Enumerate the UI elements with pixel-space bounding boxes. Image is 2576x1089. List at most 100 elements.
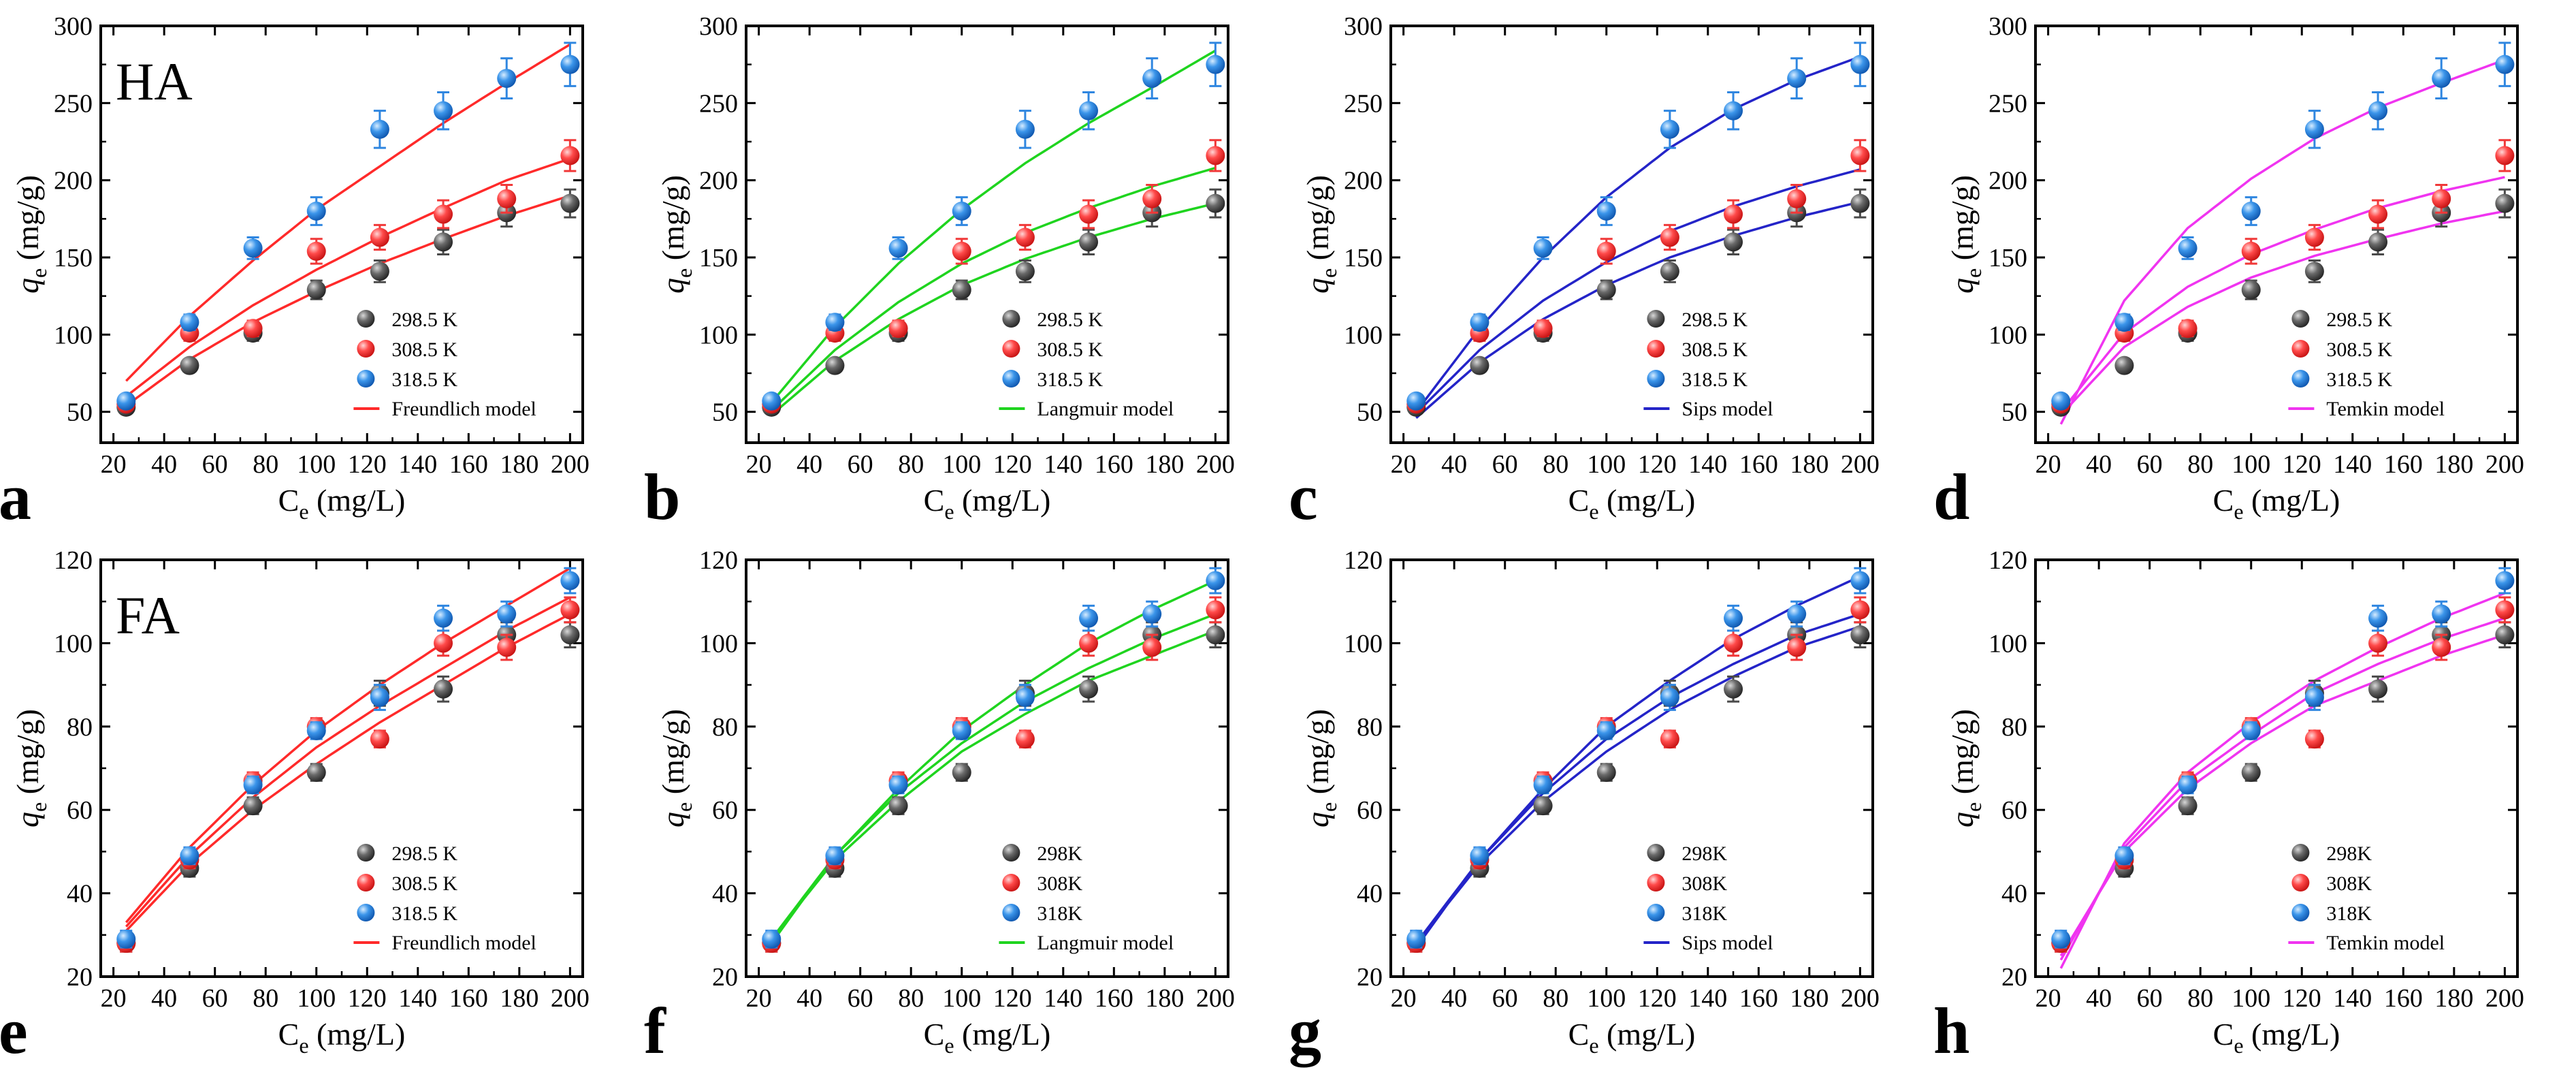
y-tick-label: 200 [1344,167,1383,195]
marker-308 [560,146,580,165]
y-tick-label: 40 [1357,880,1383,909]
y-tick-label: 100 [1344,321,1383,349]
x-tick-label: 40 [796,450,822,479]
marker-298 [2495,193,2515,213]
x-axis-label-unit: (mg/L) [309,1017,406,1052]
chart-panel-e: 20 40 60 80 100 120 140 160 180 200 20 40 60 80 100 120… [0,546,590,1067]
legend-label-308: 308K [1037,872,1082,895]
marker-318 [1660,687,1679,707]
y-axis-label-main: q [1300,278,1335,294]
chart-panel-c: 20 40 60 80 100 120 140 160 180 200 50 100 150 200 250… [1289,12,1880,533]
marker-318 [1724,608,1743,628]
x-tick-label: 60 [848,450,873,479]
legend-model-label: Langmuir model [1037,932,1174,954]
y-tick-label: 20 [1357,963,1383,992]
x-tick-label: 80 [1543,984,1568,1013]
marker-308 [2241,241,2261,261]
marker-308 [2304,729,2324,749]
legend-label-318: 318K [1037,902,1082,925]
legend-model-label: Langmuir model [1037,398,1174,420]
x-tick-label: 40 [151,984,177,1013]
y-axis-label: qe (mg/g) [656,175,696,294]
marker-298 [1850,193,1870,213]
x-axis-label: Ce (mg/L) [1568,1017,1696,1058]
marker-318 [1142,604,1162,624]
y-tick-label: 80 [2001,713,2027,742]
legend-marker-308 [1647,340,1665,358]
legend-label-298: 298.5 K [1037,309,1103,331]
x-tick-label: 60 [2137,984,2163,1013]
x-axis-label-main: C [924,1017,945,1052]
y-tick-label: 40 [712,880,738,909]
legend-marker-298 [1647,844,1665,862]
x-axis-label-main: C [2213,1017,2234,1052]
marker-308 [1596,241,1616,261]
x-tick-label: 160 [1739,450,1778,479]
x-axis-label-sub: e [1589,499,1598,524]
x-axis-label-sub: e [2234,1033,2243,1058]
marker-308 [497,189,517,208]
y-tick-label: 120 [1989,546,2027,575]
marker-308 [1724,204,1743,224]
marker-318 [1850,54,1870,74]
marker-308 [1660,227,1679,247]
marker-298 [560,625,580,645]
marker-318 [1470,846,1490,866]
marker-318 [306,202,326,221]
marker-318 [2432,69,2451,89]
x-tick-label: 20 [1391,984,1417,1013]
fit-curve-318 [125,567,571,924]
x-tick-label: 140 [398,984,437,1013]
x-tick-label: 120 [348,984,387,1013]
x-tick-label: 180 [1790,450,1829,479]
x-tick-label: 180 [500,450,538,479]
y-axis-label-unit: (mg/g) [656,709,690,802]
marker-298 [1660,262,1679,281]
panel-letter: d [1933,460,1969,533]
legend-marker-308 [1002,340,1020,358]
marker-298 [1850,625,1870,645]
fit-curve-318 [125,43,571,382]
x-axis-label-main: C [2213,483,2234,518]
marker-298 [2114,356,2134,375]
marker-318 [2051,929,2071,949]
marker-308 [370,729,389,749]
y-axis-label-unit: (mg/g) [1300,709,1335,802]
y-axis-label-sub: e [27,268,51,278]
x-tick-label: 80 [253,984,278,1013]
panel-letter: c [1289,460,1318,533]
fit-curve-308 [1415,168,1861,415]
x-tick-label: 80 [2187,450,2213,479]
x-axis-label-main: C [1568,483,1590,518]
legend-marker-318 [1647,370,1665,388]
x-tick-label: 180 [1790,984,1829,1013]
marker-318 [497,69,517,89]
x-tick-label: 100 [1587,984,1626,1013]
y-axis-label-sub: e [672,268,696,278]
x-axis-label-sub: e [1589,1033,1598,1058]
x-tick-label: 40 [796,984,822,1013]
x-axis-label-sub: e [299,1033,308,1058]
legend-label-298: 298K [1681,842,1727,865]
y-axis-label-sub: e [1961,268,1986,278]
x-tick-label: 80 [898,984,924,1013]
x-tick-label: 20 [2035,450,2061,479]
marker-298 [1724,232,1743,252]
legend-marker-308 [1002,874,1020,891]
marker-308 [306,241,326,261]
marker-308 [2368,204,2388,224]
legend-label-298: 298.5 K [1681,309,1748,331]
marker-298 [1079,679,1099,699]
x-tick-label: 140 [1044,450,1082,479]
marker-298 [1079,232,1099,252]
legend-marker-318 [1647,904,1665,921]
marker-318 [1660,119,1679,139]
y-axis-label-unit: (mg/g) [10,175,45,268]
legend-marker-298 [1002,310,1020,328]
chart-panel-h: 20 40 60 80 100 120 140 160 180 200 20 40 60 80 100 120… [1933,546,2524,1067]
legend-marker-298 [1002,844,1020,862]
marker-318 [1079,608,1099,628]
y-axis-label: qe (mg/g) [1300,175,1341,294]
x-tick-label: 160 [1095,450,1133,479]
